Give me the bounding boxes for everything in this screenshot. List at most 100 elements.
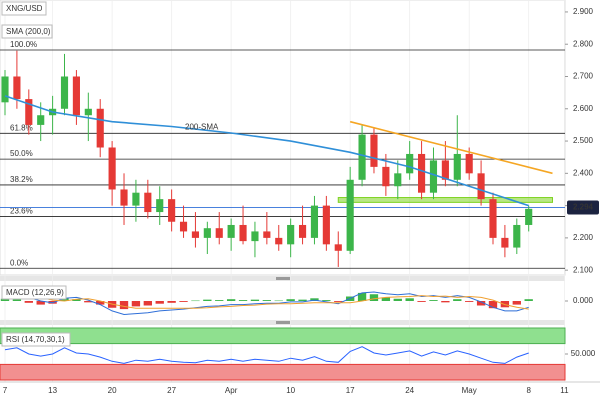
sma-line [4, 95, 529, 207]
candle-body [96, 108, 104, 148]
trendline [349, 120, 553, 175]
candle-body [513, 224, 521, 248]
candle-body [501, 237, 509, 248]
macd-histogram-bar [84, 301, 93, 303]
macd-histogram-bar [524, 299, 533, 301]
candle-body [465, 153, 473, 174]
macd-histogram-bar [60, 298, 69, 301]
candle-body [37, 115, 45, 125]
y-tick-label: 2.700 [573, 72, 594, 81]
macd-histogram-bar [369, 294, 379, 301]
macd-histogram-bar [215, 300, 224, 301]
y-tick-label: 2.200 [573, 233, 594, 242]
last-price-box [567, 200, 599, 215]
macd-histogram-bar [119, 301, 129, 310]
y-tick-label: 2.100 [573, 265, 594, 274]
x-tick-label: May [462, 386, 477, 395]
candle-body [382, 166, 390, 187]
label-box [1, 24, 53, 39]
candle-body [25, 99, 33, 125]
oversold-zone [0, 363, 566, 381]
fib-label: 23.6% [10, 207, 33, 216]
candle-body [179, 221, 188, 232]
candle-body [156, 199, 164, 213]
candle-body [251, 231, 259, 242]
y-tick-label: 2.900 [573, 7, 594, 16]
macd-histogram-bar [155, 301, 164, 304]
candle-body [394, 173, 402, 187]
candle-body [406, 153, 414, 174]
x-tick-label: 13 [48, 386, 57, 395]
candle-body [203, 228, 211, 238]
grabber [276, 321, 290, 324]
macd-histogram-bar [250, 299, 260, 301]
y-tick-label: 2.400 [573, 168, 594, 177]
fib-label: 50.0% [10, 149, 33, 158]
y-tick-label: 2.800 [573, 39, 594, 48]
candle-body [132, 192, 140, 206]
candle-body [298, 224, 307, 238]
x-tick-label: 17 [346, 386, 355, 395]
candle-body [60, 76, 69, 109]
candle-body [144, 192, 152, 213]
candle-body [346, 179, 354, 251]
macd-histogram-bar [238, 300, 248, 301]
macd-histogram-bar [405, 298, 414, 301]
y-tick-label: 2.500 [573, 136, 594, 145]
rsi-title: RSI (14,70,30,1) [6, 335, 65, 344]
y-tick-label: 0.000 [573, 296, 594, 305]
rsi-line [4, 346, 529, 364]
candle-body [453, 153, 461, 180]
macd-histogram-bar [0, 298, 10, 301]
price-panel [0, 0, 566, 276]
macd-histogram-bar [429, 300, 438, 301]
x-tick-label: Apr [225, 386, 238, 395]
macd-histogram-bar [226, 299, 236, 301]
fib-label: 38.2% [10, 175, 33, 184]
candle-body [477, 173, 485, 200]
macd-histogram-bar [36, 301, 45, 305]
label-box [1, 332, 71, 347]
candle-body [275, 237, 283, 245]
macd-histogram-bar [274, 300, 283, 302]
macd-histogram-bar [131, 301, 141, 307]
candle-body [287, 224, 295, 245]
candle-body [525, 208, 533, 225]
sma-label: 200-SMA [185, 123, 219, 132]
macd-histogram-bar [334, 301, 343, 302]
overbought-zone [0, 327, 566, 345]
fib-label: 0.0% [10, 258, 28, 267]
macd-histogram-bar [512, 301, 521, 305]
candle-body [84, 108, 92, 116]
candle-body [418, 153, 426, 193]
macd-histogram-bar [72, 299, 81, 301]
macd-histogram-bar [357, 292, 367, 301]
label-box [1, 285, 67, 300]
macd-histogram-bar [488, 301, 498, 309]
candle-body [489, 199, 497, 238]
candle-body [227, 224, 235, 238]
last-price-label: 2.294 [573, 203, 594, 212]
candle-body [215, 228, 223, 238]
candle-body [334, 244, 342, 251]
candle-body [13, 76, 21, 100]
macd-histogram-bar [96, 301, 105, 305]
y-tick-label: 50.000 [571, 349, 596, 358]
candle-body [429, 160, 438, 193]
x-tick-label: 7 [3, 386, 8, 395]
indicator-label: SMA (200,0) [6, 27, 51, 36]
candle-body [358, 134, 366, 180]
x-tick-label: 24 [405, 386, 414, 395]
macd-histogram-bar [24, 301, 33, 303]
macd-histogram-bar [167, 301, 176, 303]
macd-histogram-bar [381, 297, 391, 301]
macd-histogram-bar [476, 301, 486, 306]
fib-label: 100.0% [10, 40, 37, 49]
candle-body [322, 205, 330, 245]
x-tick-label: 27 [167, 386, 176, 395]
y-tick-label: 2.600 [573, 104, 594, 113]
macd-line [4, 291, 529, 316]
macd-histogram-bar [298, 299, 307, 301]
candle-body [370, 134, 378, 167]
